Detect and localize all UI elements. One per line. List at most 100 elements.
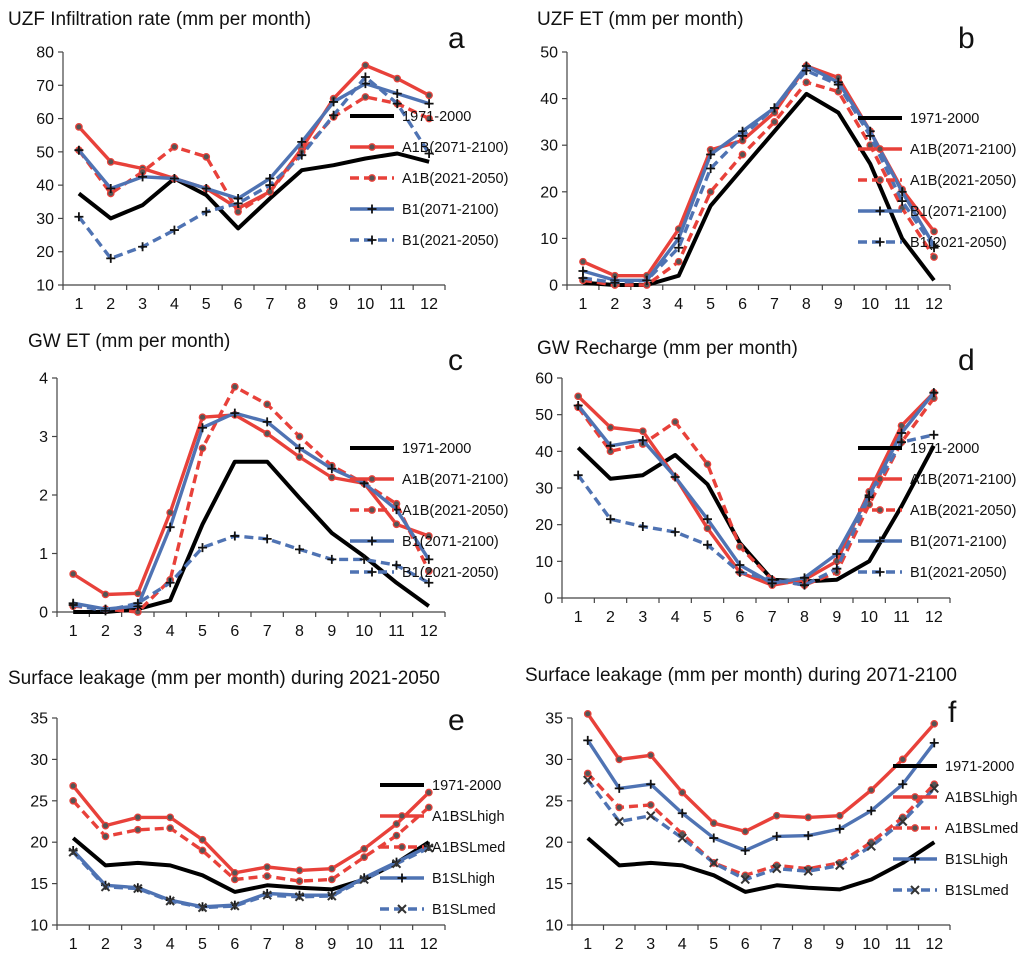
data-point <box>670 472 680 482</box>
data-point <box>578 273 588 283</box>
data-point <box>230 901 240 911</box>
x-tick-label: 1 <box>69 623 78 640</box>
x-tick-label: 3 <box>133 936 142 953</box>
data-point <box>424 788 433 797</box>
legend: 1971-2000 A1B(2071-2100) A1B(2021-2050) B1(… <box>858 111 1016 251</box>
data-point <box>615 803 624 812</box>
data-point <box>803 866 813 876</box>
data-point <box>735 567 745 577</box>
data-point <box>770 118 779 126</box>
data-point <box>801 66 811 76</box>
data-point <box>772 831 782 841</box>
series-line <box>586 739 936 853</box>
data-point <box>638 435 648 445</box>
data-point <box>392 831 401 840</box>
data-point <box>100 882 111 892</box>
x-tick-label: 11 <box>388 936 405 953</box>
legend-label: A1B(2071-2100) <box>402 472 508 488</box>
data-point <box>867 786 876 794</box>
legend-marker <box>875 237 885 247</box>
legend-marker <box>368 174 376 182</box>
x-tick-label: 5 <box>198 623 207 640</box>
data-point <box>424 99 434 109</box>
legend-label: A1B(2021-2050) <box>910 173 1016 189</box>
y-tick-label: 0 <box>544 591 553 608</box>
x-tick-label: 8 <box>802 296 811 313</box>
x-tick-label: 10 <box>355 936 373 953</box>
data-point <box>646 751 655 760</box>
data-point <box>106 253 116 263</box>
series-1971-2000 <box>582 91 936 287</box>
x-tick-label: 5 <box>202 296 211 313</box>
legend-label: B1(2071-2100) <box>402 534 499 550</box>
x-tick-label: 7 <box>770 296 779 313</box>
panel-letter: e <box>448 704 465 737</box>
axis-lines <box>566 52 950 286</box>
x-tick-label: 10 <box>357 296 375 313</box>
series-line <box>576 433 935 587</box>
data-point <box>866 841 876 852</box>
data-point <box>929 430 939 440</box>
y-tick-label: 4 <box>39 371 48 388</box>
data-point <box>361 93 370 101</box>
x-tick-label: 2 <box>101 936 110 953</box>
panel-title: GW Recharge (mm per month) <box>537 338 798 359</box>
x-tick-label: 2 <box>610 296 619 313</box>
x-tick-label: 7 <box>772 936 781 953</box>
data-point <box>295 443 304 453</box>
legend-label: 1971-2000 <box>910 441 979 457</box>
y-tick-label: 60 <box>535 371 553 388</box>
x-tick-label: 4 <box>166 623 175 640</box>
series-A1B(2021-2050) <box>75 93 433 216</box>
series-line <box>582 91 936 287</box>
series-B1SLhigh <box>583 735 939 855</box>
legend-label: B1SLmed <box>945 883 1009 899</box>
series-B1(2021-2050) <box>578 66 939 288</box>
y-tick-label: 20 <box>30 835 48 852</box>
data-point <box>198 423 207 433</box>
data-point <box>201 207 211 217</box>
data-point <box>165 578 175 588</box>
x-tick-label: 5 <box>706 296 715 313</box>
legend: 1971-2000 A1B(2071-2100) A1B(2021-2050) B1(… <box>350 441 508 581</box>
x-tick-label: 10 <box>861 296 879 313</box>
data-point <box>832 564 842 574</box>
data-point <box>835 811 844 820</box>
x-tick-label: 6 <box>741 936 750 953</box>
data-point <box>295 877 304 885</box>
data-point <box>583 769 592 778</box>
y-tick-label: 20 <box>545 835 563 852</box>
data-point <box>329 110 339 120</box>
data-point <box>674 257 683 266</box>
x-tick-label: 6 <box>234 296 243 313</box>
y-tick-label: 2 <box>39 488 48 505</box>
data-point <box>835 824 845 834</box>
legend-marker <box>398 843 406 851</box>
legend: 1971-2000 A1BSLhigh A1BSLmed B1SLhigh B1SLme… <box>893 759 1018 899</box>
series-line <box>77 81 430 201</box>
y-tick-label: 30 <box>36 211 54 228</box>
y-tick-label: 0 <box>39 605 48 622</box>
data-point <box>929 783 939 794</box>
x-tick-label: 4 <box>674 296 683 313</box>
data-point <box>615 755 624 764</box>
data-point <box>361 61 370 70</box>
data-point <box>930 719 939 728</box>
y-tick-label: 3 <box>39 429 48 446</box>
data-point <box>424 803 433 812</box>
axis-lines <box>62 52 445 286</box>
x-tick-label: 12 <box>420 936 438 953</box>
data-point <box>738 150 747 159</box>
data-point <box>230 868 239 877</box>
y-tick-label: 15 <box>30 876 48 893</box>
data-point <box>138 172 148 182</box>
data-point <box>574 392 583 401</box>
x-tick-label: 12 <box>420 296 438 313</box>
data-point <box>897 437 906 447</box>
series-B1(2021-2050) <box>573 430 939 590</box>
data-point <box>424 843 434 853</box>
x-tick-label: 10 <box>355 623 373 640</box>
